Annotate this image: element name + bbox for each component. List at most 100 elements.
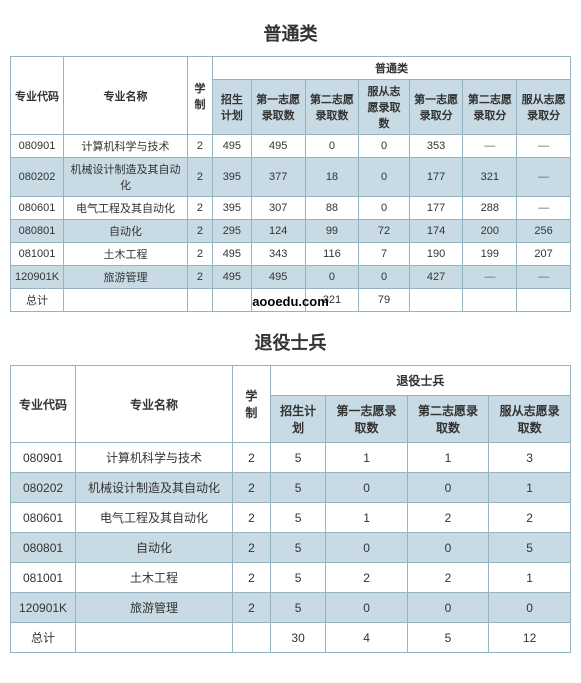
cell-s3: —: [517, 135, 571, 158]
th-c2: 第二志愿录取数: [407, 396, 488, 443]
th-c3b: 服从志愿录取分: [517, 80, 571, 135]
cell-v1: 1: [326, 443, 407, 473]
cell-s2: 321: [463, 158, 517, 197]
cell-v1: 2: [326, 563, 407, 593]
cell-v1: 1: [326, 503, 407, 533]
cell-s2: 199: [463, 243, 517, 266]
cell-v2: 99: [305, 220, 359, 243]
cell-v3: 0: [359, 158, 409, 197]
cell-dur: 2: [187, 197, 212, 220]
cell-name: 土木工程: [64, 243, 188, 266]
cell-s1: 190: [409, 243, 463, 266]
cell-dur: 2: [233, 503, 271, 533]
cell-v2: 0: [407, 593, 488, 623]
total-v3: 12: [489, 623, 571, 653]
total-v1: 4: [326, 623, 407, 653]
cell-v2: 0: [305, 266, 359, 289]
table-general: 专业代码 专业名称 学制 普通类 招生计划 第一志愿录取数 第二志愿录取数 服从…: [10, 56, 571, 312]
cell-plan: 295: [212, 220, 251, 243]
cell-v3: 0: [359, 135, 409, 158]
cell-v2: 0: [407, 473, 488, 503]
cell-name: 计算机科学与技术: [76, 443, 233, 473]
table-row: 081001土木工程25221: [11, 563, 571, 593]
cell-v3: 0: [359, 266, 409, 289]
cell-s3: —: [517, 266, 571, 289]
cell-name: 机械设计制造及其自动化: [76, 473, 233, 503]
cell-v1: 307: [251, 197, 305, 220]
cell-plan: 395: [212, 197, 251, 220]
th-c1: 第一志愿录取数: [326, 396, 407, 443]
cell-dur: 2: [233, 533, 271, 563]
table-row: 120901K旅游管理249549500427——: [11, 266, 571, 289]
cell-v2: 116: [305, 243, 359, 266]
cell-plan: 495: [212, 243, 251, 266]
cell-v1: 124: [251, 220, 305, 243]
table-row: 080202机械设计制造及其自动化25001: [11, 473, 571, 503]
cell-v3: 72: [359, 220, 409, 243]
th-code: 专业代码: [11, 57, 64, 135]
cell-s2: 288: [463, 197, 517, 220]
cell-plan: 5: [270, 533, 326, 563]
cell-name: 旅游管理: [76, 593, 233, 623]
cell-v2: 18: [305, 158, 359, 197]
cell-v2: 88: [305, 197, 359, 220]
th-duration: 学制: [233, 366, 271, 443]
th-c1a: 第一志愿录取数: [251, 80, 305, 135]
cell-v3: 0: [359, 197, 409, 220]
watermark: aooedu.com: [10, 294, 571, 309]
th-code: 专业代码: [11, 366, 76, 443]
cell-v2: 2: [407, 563, 488, 593]
cell-code: 080202: [11, 158, 64, 197]
cell-v3: 7: [359, 243, 409, 266]
section2-title: 退役士兵: [10, 329, 571, 355]
cell-v1: 377: [251, 158, 305, 197]
table-row: 080801自动化22951249972174200256: [11, 220, 571, 243]
section1-title: 普通类: [10, 20, 571, 46]
th-name: 专业名称: [76, 366, 233, 443]
cell-v3: 1: [489, 563, 571, 593]
cell-v2: 0: [305, 135, 359, 158]
cell-dur: 2: [187, 220, 212, 243]
table-row: 080901计算机科学与技术249549500353——: [11, 135, 571, 158]
cell-s3: —: [517, 197, 571, 220]
table-row: 080601电气工程及其自动化2395307880177288—: [11, 197, 571, 220]
cell-s1: 427: [409, 266, 463, 289]
cell-name: 土木工程: [76, 563, 233, 593]
cell-code: 081001: [11, 243, 64, 266]
table-row: 080901计算机科学与技术25113: [11, 443, 571, 473]
cell-s3: —: [517, 158, 571, 197]
cell-code: 120901K: [11, 266, 64, 289]
cell-name: 机械设计制造及其自动化: [64, 158, 188, 197]
cell-v2: 0: [407, 533, 488, 563]
table-row: 120901K旅游管理25000: [11, 593, 571, 623]
th-plan: 招生计划: [212, 80, 251, 135]
cell-dur: 2: [187, 243, 212, 266]
cell-dur: 2: [187, 266, 212, 289]
table-row: 080202机械设计制造及其自动化2395377180177321—: [11, 158, 571, 197]
th-category: 普通类: [212, 57, 570, 80]
cell-v3: 3: [489, 443, 571, 473]
cell-v2: 2: [407, 503, 488, 533]
th-c2a: 第二志愿录取数: [305, 80, 359, 135]
cell-plan: 5: [270, 443, 326, 473]
cell-code: 080202: [11, 473, 76, 503]
cell-code: 080901: [11, 443, 76, 473]
cell-s1: 174: [409, 220, 463, 243]
cell-name: 电气工程及其自动化: [64, 197, 188, 220]
cell-code: 081001: [11, 563, 76, 593]
cell-code: 080901: [11, 135, 64, 158]
th-c3: 服从志愿录取数: [489, 396, 571, 443]
cell-code: 080601: [11, 197, 64, 220]
cell-code: 120901K: [11, 593, 76, 623]
cell-name: 计算机科学与技术: [64, 135, 188, 158]
cell-v1: 495: [251, 135, 305, 158]
cell-dur: 2: [187, 158, 212, 197]
cell-s1: 177: [409, 158, 463, 197]
cell-dur: 2: [233, 563, 271, 593]
cell-v1: 0: [326, 593, 407, 623]
th-c2b: 第二志愿录取分: [463, 80, 517, 135]
total-plan: 30: [270, 623, 326, 653]
table-veteran: 专业代码 专业名称 学制 退役士兵 招生计划 第一志愿录取数 第二志愿录取数 服…: [10, 365, 571, 653]
th-c3a: 服从志愿录取数: [359, 80, 409, 135]
cell-v3: 0: [489, 593, 571, 623]
